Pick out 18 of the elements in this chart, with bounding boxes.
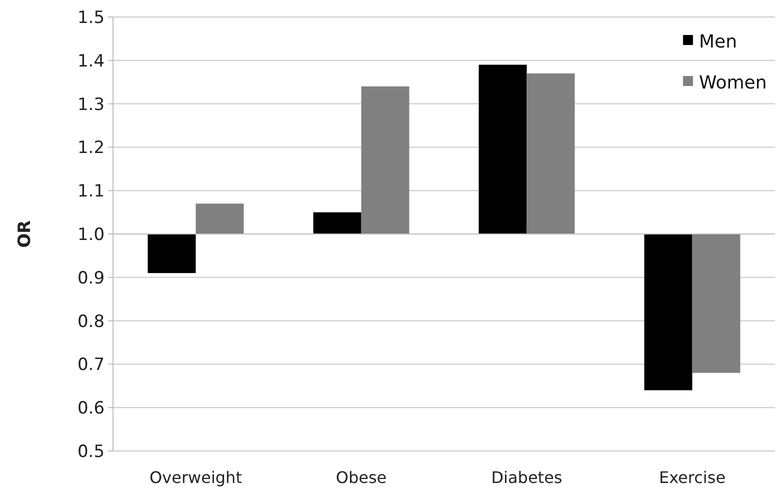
y-tick-label: 1.0 [77, 224, 105, 245]
y-tick-label: 1.4 [77, 51, 105, 72]
y-tick-label: 1.2 [77, 138, 105, 158]
y-tick-label: 0.8 [77, 312, 105, 332]
x-tick-label: Obese [336, 468, 387, 487]
x-tick-label: Overweight [150, 468, 242, 487]
y-axis-title: OR [15, 220, 35, 248]
x-tick-label: Diabetes [491, 468, 562, 487]
y-tick-label: 0.7 [77, 355, 105, 376]
y-tick-label: 1.3 [77, 94, 105, 115]
x-tick-label: Exercise [658, 468, 726, 487]
y-tick-label: 0.6 [77, 398, 105, 419]
legend-label: Women [699, 72, 767, 94]
y-tick-label: 1.1 [77, 182, 105, 202]
legend-label: Men [699, 31, 738, 52]
y-tick-label: 1.5 [77, 8, 105, 28]
y-tick-label: 0.9 [77, 268, 105, 288]
y-tick-label: 0.5 [77, 442, 105, 462]
